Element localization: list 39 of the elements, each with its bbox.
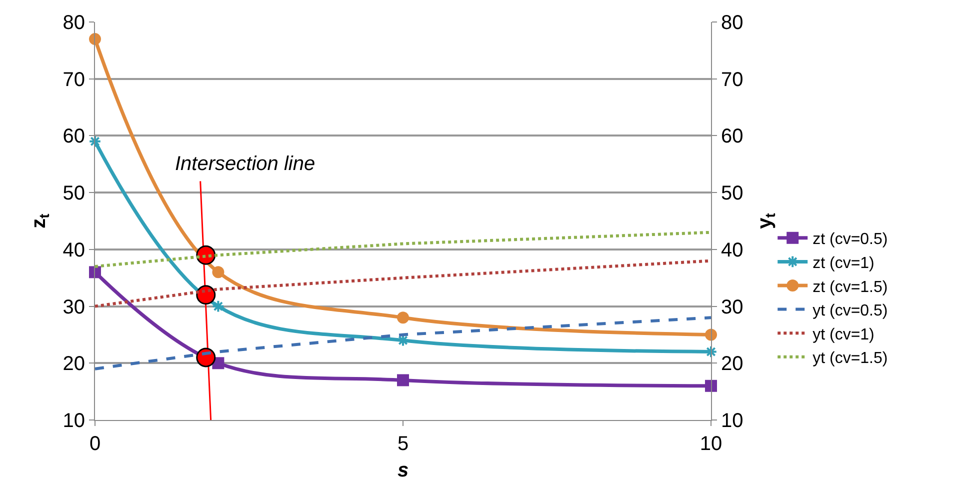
point — [397, 312, 409, 324]
y2-tick-label: 20 — [721, 353, 744, 376]
y2-tick-label: 50 — [721, 182, 744, 205]
point — [212, 300, 225, 313]
legend-label: zt (cv=0.5) — [812, 231, 888, 248]
x-tick-label: 10 — [700, 433, 722, 455]
y-tick-label: 40 — [62, 239, 85, 262]
x-tick-label: 5 — [397, 433, 409, 455]
point — [196, 285, 216, 305]
y-tick-label: 60 — [62, 126, 85, 148]
point — [705, 328, 717, 341]
point — [704, 345, 718, 358]
y2-tick-label: 30 — [721, 296, 744, 318]
point — [212, 266, 224, 278]
point — [89, 33, 101, 46]
y2-tick-label: 80 — [721, 12, 744, 34]
annotation: Intersection line — [175, 153, 316, 175]
legend-label: yt (cv=1) — [812, 326, 874, 344]
y2-tick-label: 40 — [721, 239, 744, 262]
y-tick-label: 20 — [62, 353, 85, 376]
y2-tick-label: 60 — [721, 126, 744, 148]
legend-label: yt (cv=1.5) — [812, 350, 888, 368]
y-tick-label: 10 — [62, 410, 85, 432]
point — [88, 135, 102, 148]
line-series — [95, 259, 711, 308]
point — [397, 374, 409, 386]
x-axis-title: s — [397, 460, 409, 482]
y-tick-label: 50 — [62, 182, 85, 205]
legend-label: zt (cv=1.5) — [812, 278, 888, 296]
x-tick-label: 0 — [89, 433, 101, 455]
y2-tick-label: 70 — [721, 68, 744, 91]
y-tick-label: 30 — [62, 296, 85, 318]
y2-tick-label: 10 — [721, 410, 744, 432]
point — [705, 380, 717, 392]
legend-label: zt (cv=1) — [812, 254, 874, 272]
y-tick-label: 70 — [62, 68, 85, 91]
legend-label: yt (cv=0.5) — [812, 302, 888, 320]
y-tick-label: 80 — [62, 12, 85, 34]
line-series — [95, 316, 711, 370]
